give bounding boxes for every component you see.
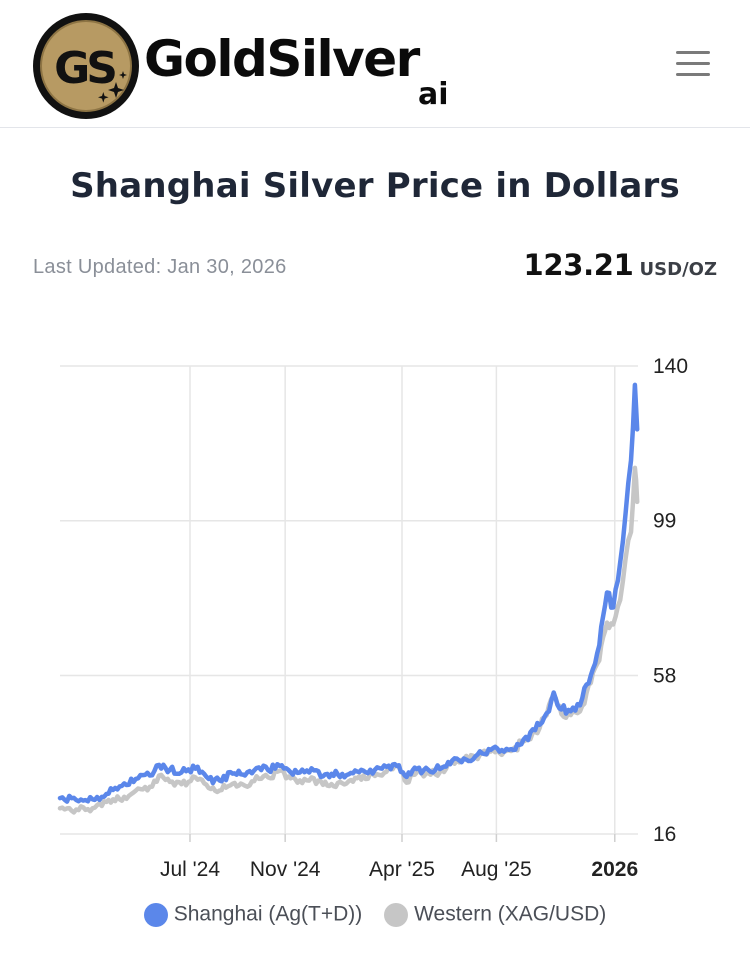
legend-label-western: Western (XAG/USD) [414, 902, 607, 926]
current-price: 123.21 USD/OZ [523, 248, 717, 282]
logo-sub-ai: ai [418, 77, 449, 112]
x-axis: Jul '24 Nov '24 Apr '25 Aug '25 2026 [160, 858, 638, 881]
y-tick-label: 16 [653, 823, 676, 846]
x-tick-label: Nov '24 [250, 858, 321, 881]
series-line-shanghai [57, 382, 640, 804]
chart-series [57, 382, 640, 815]
series-line-western [57, 465, 640, 815]
price-unit: USD/OZ [639, 259, 717, 280]
y-tick-label: 58 [653, 664, 676, 687]
hamburger-menu-icon[interactable] [670, 44, 716, 84]
y-tick-label: 99 [653, 510, 676, 533]
chart-legend: Shanghai (Ag(T+D)) Western (XAG/USD) [0, 902, 750, 938]
page-title: Shanghai Silver Price in Dollars [70, 166, 680, 206]
legend-item-shanghai[interactable]: Shanghai (Ag(T+D)) [143, 902, 363, 927]
x-tick-label: Apr '25 [369, 858, 435, 881]
emblem-monogram: GS [54, 43, 115, 94]
x-tick-label: 2026 [591, 858, 638, 881]
legend-swatch-shanghai [143, 902, 168, 927]
y-axis: 140 99 58 16 [653, 355, 688, 846]
chart-grid [60, 365, 638, 842]
gs-emblem-icon: GS [33, 13, 139, 119]
x-tick-label: Jul '24 [160, 858, 220, 881]
logo-wordmark: GoldSilver [144, 30, 420, 88]
legend-swatch-western [384, 902, 409, 927]
last-updated-text: Last Updated: Jan 30, 2026 [33, 256, 287, 278]
price-value: 123.21 [523, 248, 634, 282]
legend-label-shanghai: Shanghai (Ag(T+D)) [173, 902, 363, 926]
x-tick-label: Aug '25 [461, 858, 532, 881]
silver-price-chart[interactable]: 140 99 58 16 Jul '24 Nov '24 Apr '25 Aug '25 20… [0, 340, 750, 900]
site-header: GS GoldSilver ai [0, 0, 750, 128]
chart-canvas: 140 99 58 16 Jul '24 Nov '24 Apr '25 Aug '25 20… [57, 355, 688, 881]
y-tick-label: 140 [653, 355, 688, 378]
site-logo[interactable]: GS GoldSilver ai [32, 12, 452, 120]
legend-item-western[interactable]: Western (XAG/USD) [384, 902, 607, 927]
